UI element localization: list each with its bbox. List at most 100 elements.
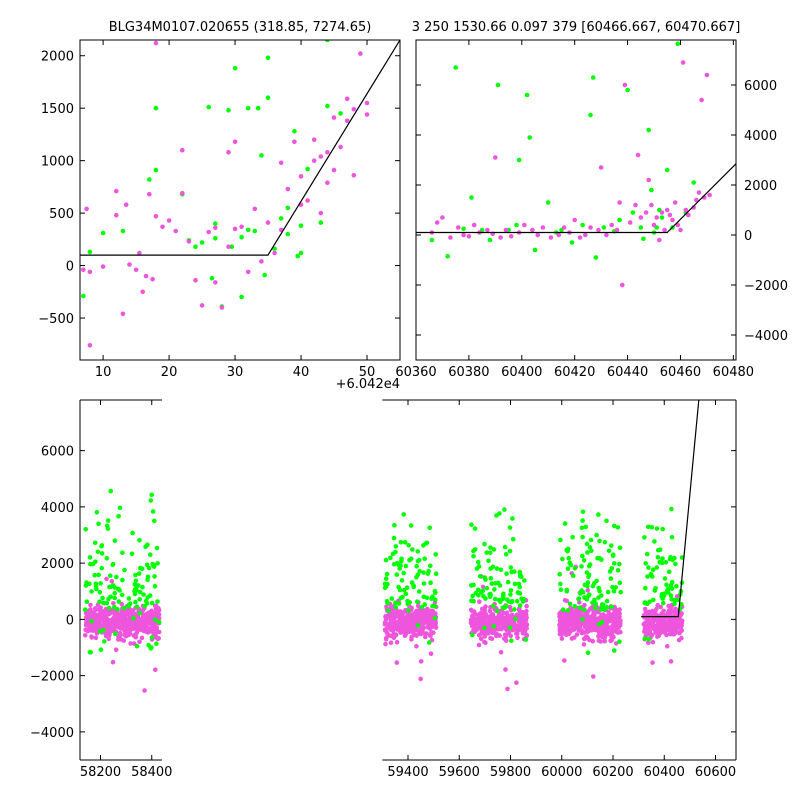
bottom-green-point — [108, 573, 113, 578]
bottom-green-point — [580, 534, 585, 540]
bottom-magenta-point — [515, 635, 520, 641]
top-right-magenta-point — [704, 72, 710, 78]
bottom-green-point — [508, 588, 514, 593]
top-left-green-point — [245, 105, 251, 111]
top-left-green-point — [213, 221, 218, 226]
bottom-green-point — [102, 639, 107, 644]
bottom-green-point — [643, 561, 648, 566]
bottom-green-point — [388, 555, 393, 561]
top-right-magenta-point — [503, 227, 509, 233]
bottom-green-point — [663, 560, 669, 565]
bottom-green-point — [145, 542, 150, 547]
bottom-magenta-point — [503, 667, 508, 672]
bottom-green-point — [384, 598, 390, 604]
bottom-green-point — [99, 551, 105, 556]
bottom-magenta-point — [490, 612, 496, 617]
top-right-magenta-point — [667, 212, 673, 218]
top-left-magenta-point — [245, 269, 251, 275]
bottom-green-point — [146, 565, 152, 571]
bottom-magenta-point — [591, 674, 596, 679]
bottom-magenta-point — [521, 630, 527, 636]
bottom-green-point — [433, 552, 439, 557]
bottom-fit-path — [641, 400, 700, 618]
bottom-green-point — [134, 588, 139, 593]
top-left-magenta-point — [160, 224, 165, 230]
top-right-magenta-point — [643, 210, 649, 215]
top-left-magenta-point — [351, 106, 357, 112]
bottom-magenta-point — [483, 611, 489, 617]
bottom-green-point — [558, 581, 563, 587]
bottom-green-point — [594, 578, 599, 584]
bottom-magenta-point — [396, 614, 402, 619]
bottom-green-point — [666, 569, 672, 574]
bottom-green-point — [471, 548, 476, 554]
bottom-green-point — [391, 562, 397, 567]
top-left-green-point — [226, 108, 231, 113]
bottom-magenta-point — [495, 623, 501, 628]
bottom-magenta-point — [414, 644, 419, 649]
bottom-magenta-point — [561, 617, 566, 622]
bottom-green-point — [597, 538, 602, 544]
top-right-axes-frame — [415, 39, 737, 361]
bottom-green-point — [580, 509, 586, 515]
top-right-magenta-point — [699, 97, 704, 103]
bottom-green-point — [152, 617, 158, 622]
bottom-xtick-label: 58200 — [80, 765, 121, 780]
top-left-ytick-label: 2000 — [41, 50, 74, 65]
bottom-green-point — [558, 537, 563, 543]
bottom-green-point — [523, 637, 529, 642]
bottom-magenta-point — [399, 630, 405, 635]
bottom-magenta-point — [617, 614, 622, 620]
bottom-green-point — [104, 556, 110, 561]
bottom-green-point — [421, 581, 427, 586]
top-left-magenta-point — [285, 186, 291, 192]
bottom-green-point — [136, 571, 142, 576]
bottom-green-point — [503, 552, 509, 557]
bottom-magenta-point — [521, 621, 526, 626]
top-right-magenta-point — [622, 82, 628, 88]
bottom-green-point — [392, 522, 397, 528]
bottom-green-point — [582, 595, 587, 600]
bottom-green-point — [484, 585, 490, 591]
bottom-magenta-point — [128, 624, 133, 629]
bottom-green-point — [141, 592, 146, 597]
bottom-magenta-point — [122, 632, 127, 638]
bottom-magenta-point — [501, 610, 506, 616]
bottom-magenta-point — [418, 676, 424, 682]
bottom-green-point — [522, 578, 527, 583]
bottom-green-point — [421, 543, 426, 548]
bottom-magenta-point — [599, 612, 604, 618]
top-right-ytick-label: 0 — [744, 229, 752, 244]
bottom-magenta-point — [674, 621, 679, 627]
bottom-green-point — [493, 581, 498, 586]
top-right-green-point — [638, 225, 644, 230]
bottom-green-point — [133, 599, 138, 605]
bottom-magenta-point — [666, 608, 672, 613]
bottom-green-point — [96, 572, 101, 578]
bottom-magenta-point — [137, 639, 142, 645]
bottom-magenta-point — [592, 613, 597, 618]
bottom-magenta-point — [154, 625, 160, 631]
bottom-points — [82, 488, 685, 693]
top-right-ytick-label: 6000 — [744, 79, 777, 94]
top-right-xtick-label: 60480 — [713, 365, 754, 380]
bottom-green-point — [517, 584, 522, 590]
bottom-magenta-point — [122, 613, 127, 619]
top-left-title: BLG34M0107.020655 (318.85, 7274.65) — [109, 20, 372, 35]
bottom-green-point — [674, 584, 679, 589]
bottom-magenta-point — [578, 627, 583, 632]
top-right-magenta-point — [696, 190, 702, 195]
top-right-ytick-label: −2000 — [744, 279, 788, 294]
top-right-magenta-point — [498, 235, 503, 240]
top-right-magenta-point — [548, 235, 554, 240]
bottom-magenta-point — [409, 624, 415, 630]
bottom-green-point — [416, 557, 422, 563]
top-right-magenta-point — [485, 227, 490, 233]
bottom-green-point — [652, 539, 657, 544]
top-left-green-point — [206, 104, 211, 110]
bottom-magenta-point — [574, 632, 580, 637]
bottom-green-point — [389, 596, 395, 601]
top-right-magenta-point — [678, 227, 683, 233]
bottom-green-point — [501, 591, 506, 597]
